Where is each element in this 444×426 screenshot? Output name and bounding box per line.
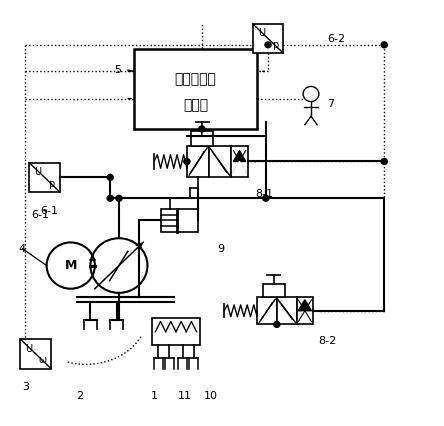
Bar: [29, 163, 60, 192]
Bar: [187, 146, 209, 177]
Text: 7: 7: [327, 99, 334, 109]
Text: U: U: [34, 167, 41, 177]
Text: 6-1: 6-1: [40, 206, 58, 216]
Text: p: p: [48, 179, 54, 189]
Bar: [231, 146, 248, 177]
Text: M: M: [64, 259, 77, 272]
Text: 8-2: 8-2: [318, 336, 337, 346]
Circle shape: [107, 174, 113, 180]
Bar: [263, 284, 285, 297]
Bar: [253, 24, 283, 53]
Text: 6-1: 6-1: [31, 210, 49, 220]
Text: 4: 4: [18, 244, 25, 254]
Circle shape: [265, 42, 271, 48]
Bar: [191, 131, 213, 146]
Circle shape: [381, 42, 387, 48]
Text: 控制器: 控制器: [183, 98, 208, 112]
Polygon shape: [234, 161, 246, 173]
Circle shape: [116, 196, 122, 201]
Circle shape: [381, 158, 387, 164]
Text: p: p: [272, 40, 278, 50]
Circle shape: [274, 322, 280, 327]
Text: 8-1: 8-1: [255, 189, 273, 199]
Bar: [257, 297, 277, 325]
Text: 6-2: 6-2: [327, 34, 345, 43]
Bar: [161, 209, 198, 232]
Text: 2: 2: [76, 391, 83, 401]
Polygon shape: [234, 150, 246, 161]
Bar: [297, 297, 313, 325]
Text: 11: 11: [178, 391, 192, 401]
Text: 多模式切换: 多模式切换: [175, 72, 217, 86]
Text: 5: 5: [114, 65, 121, 75]
Text: U: U: [258, 28, 265, 38]
Circle shape: [263, 196, 269, 201]
Text: 10: 10: [204, 391, 218, 401]
Bar: [277, 297, 297, 325]
Text: U: U: [25, 343, 32, 354]
Polygon shape: [298, 300, 312, 311]
Bar: [152, 318, 200, 345]
Circle shape: [107, 196, 113, 201]
Text: 1: 1: [151, 391, 158, 401]
Circle shape: [184, 158, 190, 164]
Circle shape: [199, 126, 205, 132]
Text: 3: 3: [23, 383, 29, 392]
Bar: [135, 49, 257, 129]
Bar: [209, 146, 231, 177]
Text: ω: ω: [38, 355, 47, 366]
Bar: [20, 339, 51, 368]
Text: 9: 9: [218, 244, 225, 254]
